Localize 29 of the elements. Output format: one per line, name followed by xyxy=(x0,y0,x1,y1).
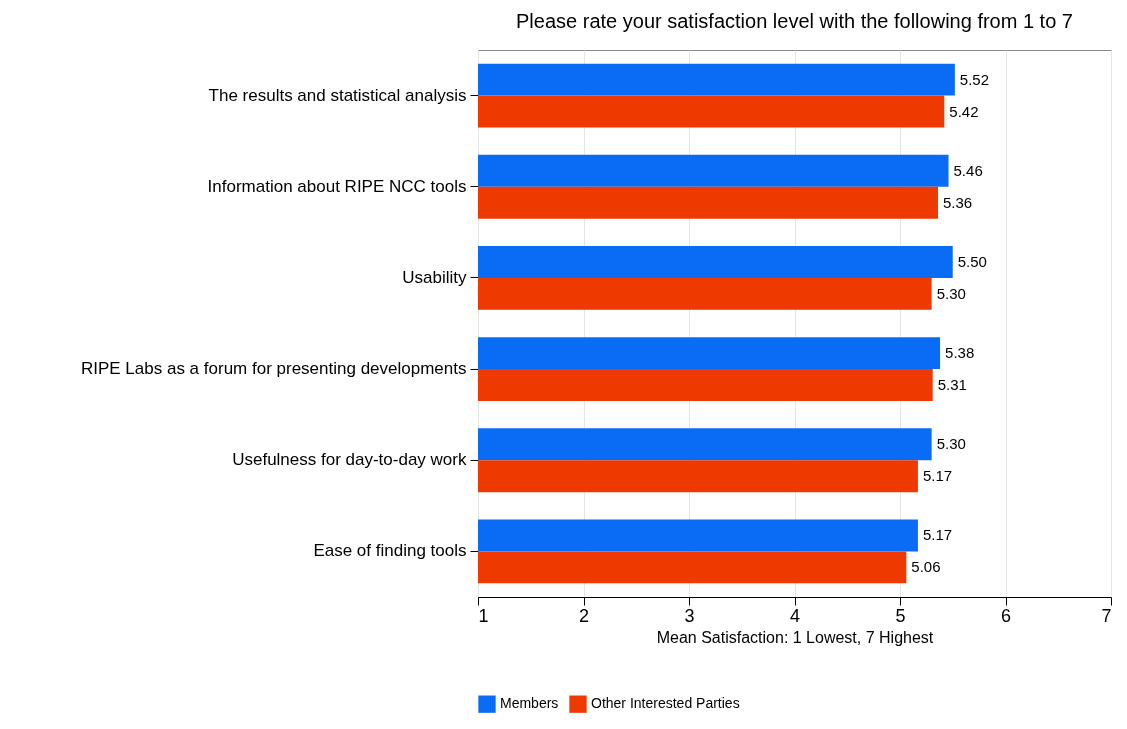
y-tick-label: Usefulness for day-to-day work xyxy=(232,450,467,470)
y-tick-label: Ease of finding tools xyxy=(313,541,467,561)
legend-label: Other Interested Parties xyxy=(591,695,740,712)
data-label: 5.17 xyxy=(922,467,953,485)
x-tick-label: 3 xyxy=(684,605,695,626)
y-tick-label: Usability xyxy=(402,267,467,287)
data-label: 5.30 xyxy=(936,284,966,302)
data-label: 5.31 xyxy=(937,376,967,394)
data-label: 5.52 xyxy=(959,70,990,88)
x-tick-label: 4 xyxy=(789,605,801,626)
data-label: 5.30 xyxy=(936,435,966,453)
y-tick-label: Information about RIPE NCC tools xyxy=(207,176,467,196)
y-tick-label: RIPE Labs as a forum for presenting developments xyxy=(80,359,467,379)
x-axis-title: Mean Satisfaction: 1 Lowest, 7 Highest xyxy=(656,628,934,646)
data-label: 5.50 xyxy=(957,252,987,270)
x-tick-label: 6 xyxy=(1000,605,1012,626)
data-label: 5.06 xyxy=(911,558,941,576)
data-label: 5.38 xyxy=(945,344,975,362)
legend-label: Members xyxy=(500,695,559,712)
x-tick-label: 2 xyxy=(578,605,590,626)
x-tick-label: 7 xyxy=(1101,605,1112,626)
chart-title: Please rate your satisfaction level with the following from 1 to 7 xyxy=(516,10,1073,32)
y-tick-label: The results and statistical analysis xyxy=(208,85,467,105)
x-tick-label: 1 xyxy=(478,605,489,626)
data-label: 5.36 xyxy=(942,193,973,211)
x-tick-label: 5 xyxy=(895,605,906,626)
data-label: 5.46 xyxy=(953,161,983,179)
data-label: 5.17 xyxy=(922,526,953,544)
data-label: 5.42 xyxy=(949,102,979,120)
